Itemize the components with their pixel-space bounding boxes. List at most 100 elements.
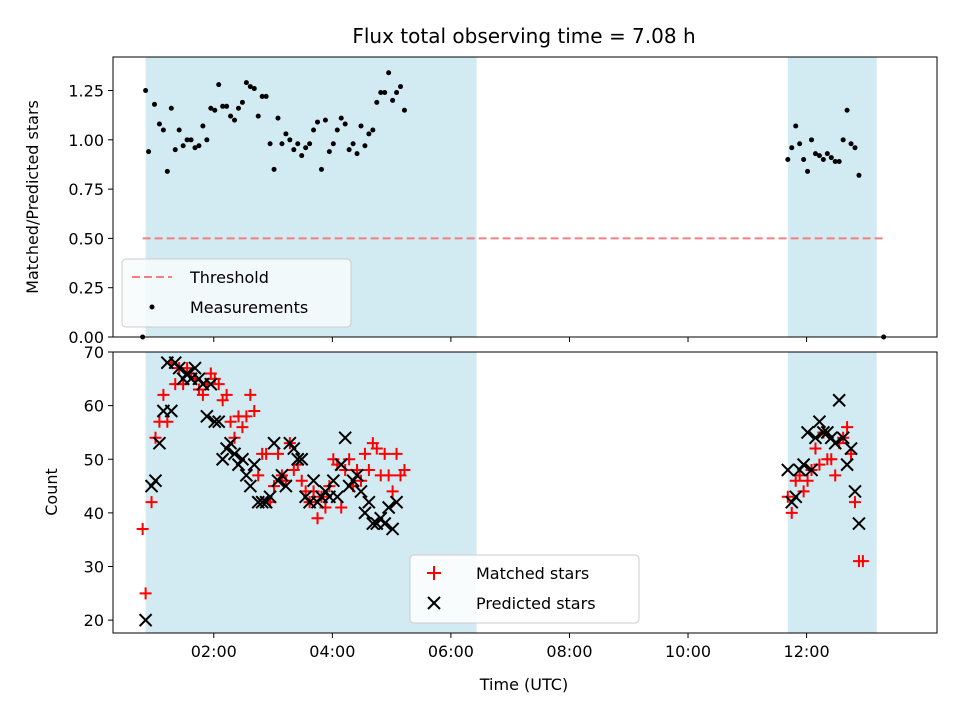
measurement-point	[848, 141, 854, 147]
matched-star-point	[236, 421, 249, 434]
measurement-point	[785, 157, 791, 163]
ratio-legend-box	[121, 258, 352, 328]
predicted-star-point	[377, 516, 392, 531]
predicted-star-point	[808, 431, 823, 445]
legend-measurements-swatch	[149, 304, 155, 310]
measurement-point	[204, 137, 210, 143]
predicted-star-point	[832, 393, 846, 407]
y-tick-label: 20	[84, 611, 104, 630]
predicted-star-point	[212, 415, 226, 429]
measurement-point	[832, 159, 838, 165]
measurement-point	[374, 99, 380, 105]
count-points	[136, 356, 869, 627]
measurement-point	[232, 117, 238, 123]
measurement-point	[255, 113, 261, 119]
measurement-point	[143, 88, 149, 94]
y-tick-label: 1.25	[68, 82, 104, 101]
matched-star-point	[358, 447, 371, 460]
predicted-star-point	[789, 490, 803, 504]
matched-star-point	[212, 378, 225, 391]
measurement-point	[228, 113, 234, 119]
predicted-star-point	[239, 468, 254, 483]
measurement-point	[287, 137, 293, 143]
measurement-point	[279, 141, 285, 147]
measurement-point	[184, 137, 190, 143]
matched-star-point	[196, 388, 209, 401]
measurement-point	[176, 127, 182, 133]
measurement-point	[370, 127, 376, 133]
predicted-star-point	[200, 409, 214, 424]
matched-star-point	[785, 506, 798, 519]
measurement-point	[160, 127, 166, 133]
predicted-star-point	[172, 361, 186, 375]
measurement-point	[307, 141, 313, 147]
measurement-point	[334, 127, 340, 133]
matched-star-point	[248, 404, 261, 417]
counts-x-ticks: 02:00 04:00 06:00 08:00 10:00 12:00	[191, 633, 830, 661]
measurement-point	[326, 149, 332, 155]
measurement-point	[789, 145, 795, 151]
x-tick-label: 02:00	[191, 642, 237, 661]
matched-star-point	[390, 447, 403, 460]
measurement-point	[200, 123, 206, 129]
counts-y-ticks: 20 30 40 50 60 70	[84, 343, 113, 630]
y-tick-label: 0.50	[68, 229, 104, 248]
x-tick-label: 06:00	[428, 642, 474, 661]
y-tick-label: 70	[84, 343, 104, 362]
measurement-point	[271, 166, 277, 172]
predicted-star-point	[848, 484, 862, 499]
matched-star-point	[224, 415, 237, 428]
predicted-star-point	[188, 361, 202, 375]
measurement-point	[346, 147, 352, 153]
measurement-point	[259, 93, 265, 99]
matched-star-point	[260, 447, 273, 460]
predicted-star-point	[138, 613, 153, 627]
counts-legend-box	[409, 554, 640, 624]
predicted-star-point	[358, 506, 372, 520]
predicted-star-point	[852, 516, 866, 531]
matched-star-point	[829, 469, 842, 482]
measurement-point	[275, 115, 281, 121]
ratio-x-ticks	[213, 337, 808, 342]
measurement-point	[247, 84, 253, 90]
predicted-star-point	[152, 436, 167, 450]
matched-star-point	[856, 555, 869, 568]
measurement-point	[146, 149, 152, 155]
predicted-star-point	[836, 431, 850, 445]
measurement-point	[322, 117, 328, 123]
predicted-star-point	[354, 484, 368, 499]
predicted-star-point	[326, 473, 341, 488]
matched-star-point	[157, 388, 170, 401]
measurement-point	[267, 141, 273, 147]
y-tick-label: 0.75	[68, 180, 104, 199]
measurement-point	[295, 141, 301, 147]
measurement-point	[809, 137, 815, 143]
measurement-point	[801, 157, 807, 163]
matched-star-point	[161, 415, 174, 428]
predicted-star-point	[227, 447, 242, 461]
predicted-star-point	[389, 495, 404, 509]
legend-predicted-label: Predicted stars	[476, 594, 596, 613]
measurement-point	[362, 143, 368, 149]
matched-star-point	[386, 485, 399, 498]
predicted-star-point	[828, 436, 842, 450]
predicted-star-point	[796, 457, 811, 472]
x-tick-label: 10:00	[665, 642, 711, 661]
measurement-point	[220, 103, 226, 109]
matched-star-point	[311, 512, 324, 525]
y-tick-label: 40	[84, 504, 104, 523]
predicted-star-point	[840, 457, 854, 472]
measurement-point	[251, 86, 257, 92]
matched-star-point	[370, 442, 383, 455]
measurement-point	[311, 127, 317, 133]
measurement-point	[216, 82, 222, 88]
ratio-axes-frame	[112, 56, 938, 338]
predicted-star-point	[267, 436, 281, 450]
predicted-star-point	[816, 425, 831, 440]
matched-star-point	[378, 447, 391, 460]
predicted-star-point	[204, 377, 218, 391]
measurement-point	[852, 145, 858, 151]
measurement-point	[824, 151, 830, 157]
predicted-star-point	[275, 468, 289, 483]
